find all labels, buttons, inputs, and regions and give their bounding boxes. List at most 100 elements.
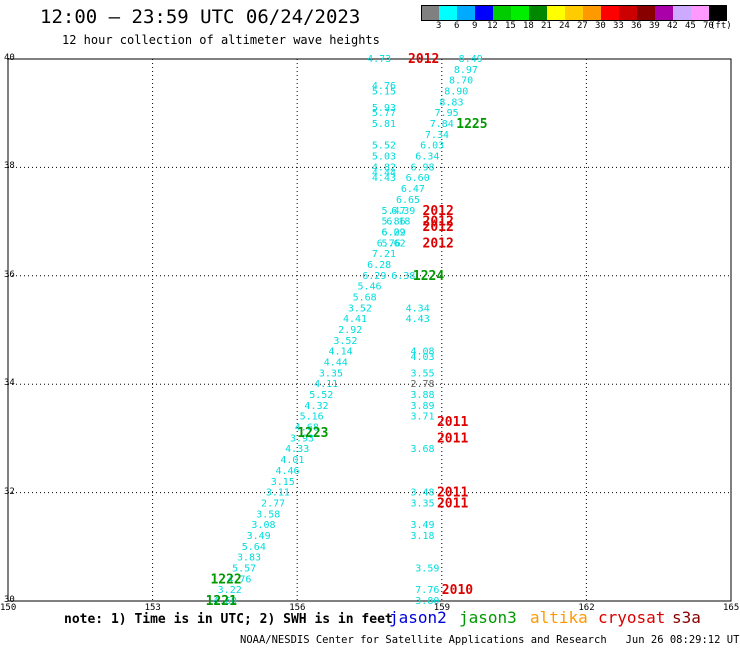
swh-value: 6.39 xyxy=(391,206,415,217)
swh-value: 3.49 xyxy=(247,531,271,542)
pass-time-label: 2011 xyxy=(437,486,468,501)
swh-value: 8.90 xyxy=(444,87,468,98)
swh-value: 6.38 xyxy=(391,271,415,282)
swh-value: 3.22 xyxy=(218,585,242,596)
swh-value: 3.08 xyxy=(251,520,275,531)
y-tick-label: 38 xyxy=(4,161,15,172)
color-scale-label: 3 xyxy=(436,21,442,31)
swh-value: 5.16 xyxy=(300,412,324,423)
swh-value: 3.58 xyxy=(256,509,280,520)
color-scale-label: 33 xyxy=(613,21,624,31)
x-tick-label: 156 xyxy=(289,603,306,613)
color-scale-label: 30 xyxy=(595,21,606,31)
color-scale-label: 18 xyxy=(523,21,534,31)
swh-value: 5.68 xyxy=(353,292,377,303)
swh-value: 5.03 xyxy=(372,152,396,163)
swh-value: 5.52 xyxy=(309,390,333,401)
color-scale-unit: (ft) xyxy=(710,21,732,31)
satellite-label-jason2: jason2 xyxy=(389,608,447,627)
color-swatch-5 xyxy=(511,5,529,21)
pass-time-label: 1223 xyxy=(297,426,328,441)
color-swatch-4 xyxy=(493,5,511,21)
color-scale-label: 21 xyxy=(541,21,552,31)
swh-value: 5.64 xyxy=(242,542,266,553)
swh-value: 3.68 xyxy=(410,444,434,455)
swh-value: 3.88 xyxy=(410,390,434,401)
color-swatch-11 xyxy=(619,5,637,21)
swh-value: 4.68 xyxy=(295,423,319,434)
swh-value: 6.60 xyxy=(406,173,430,184)
color-swatch-3 xyxy=(475,5,493,21)
swh-value: 4.44 xyxy=(372,168,396,179)
swh-value: 8.83 xyxy=(439,97,463,108)
x-tick-label: 153 xyxy=(144,603,161,613)
swh-value: 6.18 xyxy=(386,217,410,228)
swh-value: 5.57 xyxy=(232,563,256,574)
swh-value: 4.01 xyxy=(280,455,304,466)
swh-value: 7.84 xyxy=(430,119,454,130)
swh-value: 3.35 xyxy=(410,498,434,509)
swh-value: 5.93 xyxy=(372,103,396,114)
satellite-label-s3a: s3a xyxy=(672,608,701,627)
swh-values: 4.603.224.765.573.835.643.493.083.582.77… xyxy=(213,54,483,607)
swh-value: 4.03 xyxy=(410,352,434,363)
swh-value: 3.52 xyxy=(333,336,357,347)
swh-value: 5.47 xyxy=(382,206,406,217)
color-swatch-14 xyxy=(673,5,691,21)
swh-value: 3.83 xyxy=(237,553,261,564)
color-swatch-2 xyxy=(457,5,475,21)
pass-time-label: 2012 xyxy=(423,220,454,235)
swh-value: 7.21 xyxy=(372,249,396,260)
pass-time-label: 1224 xyxy=(413,269,444,284)
pass-time-label: 2012 xyxy=(423,215,454,230)
swh-value: 7.34 xyxy=(425,130,449,141)
swh-value: 6.03 xyxy=(420,141,444,152)
swh-value: 2.77 xyxy=(261,498,285,509)
swh-value: 8.97 xyxy=(454,65,478,76)
pass-time-label: 2011 xyxy=(437,496,468,511)
y-tick-label: 36 xyxy=(4,269,15,280)
swh-value: 3.18 xyxy=(410,531,434,542)
swh-value: 4.11 xyxy=(314,379,338,390)
swh-value: 4.43 xyxy=(372,173,396,184)
swh-value: 6.29 xyxy=(362,271,386,282)
color-swatch-16 xyxy=(709,5,727,21)
swh-value: 5.86 xyxy=(382,217,406,228)
satellite-label-altika: altika xyxy=(530,608,588,627)
color-scale-label: 39 xyxy=(649,21,660,31)
y-tick-label: 40 xyxy=(4,53,15,63)
swh-value: 5.77 xyxy=(372,108,396,119)
swh-value: 6.28 xyxy=(367,260,391,271)
swh-value: 5.62 xyxy=(382,238,406,249)
x-tick-label: 159 xyxy=(433,603,451,613)
swh-value: 6.22 xyxy=(382,227,406,238)
swh-value: 6.09 xyxy=(382,227,406,238)
pass-time-label: 2012 xyxy=(423,236,454,251)
color-swatch-0 xyxy=(421,5,439,21)
swh-value: 4.73 xyxy=(367,54,391,65)
swh-value: 3.15 xyxy=(271,477,295,488)
swh-value: 3.80 xyxy=(415,596,439,607)
color-swatch-15 xyxy=(691,5,709,21)
swh-value: 2.92 xyxy=(338,325,362,336)
swh-value: 6.98 xyxy=(410,162,434,173)
pass-time-label: 2012 xyxy=(423,204,454,219)
swh-value: 3.55 xyxy=(410,368,434,379)
swh-value: 4.82 xyxy=(372,162,396,173)
swh-value: 4.46 xyxy=(276,466,300,477)
swh-value: 5.46 xyxy=(357,282,381,293)
pass-time-label: 1222 xyxy=(210,572,241,587)
swh-value: 8.70 xyxy=(449,76,473,87)
color-scale-label: 27 xyxy=(577,21,588,31)
pass-time-label: 1221 xyxy=(206,594,237,609)
pass-time-labels: 2012201220122012201212251224122312221221… xyxy=(206,52,488,609)
swh-value: 3.48 xyxy=(410,488,434,499)
swh-value: 3.93 xyxy=(290,433,314,444)
credit-line: NOAA/NESDIS Center for Satellite Applica… xyxy=(240,634,740,646)
swh-value: 2.78 xyxy=(410,379,434,390)
color-scale-label: 45 xyxy=(685,21,696,31)
swh-value: 5.52 xyxy=(372,141,396,152)
pass-time-label: 2011 xyxy=(437,431,468,446)
